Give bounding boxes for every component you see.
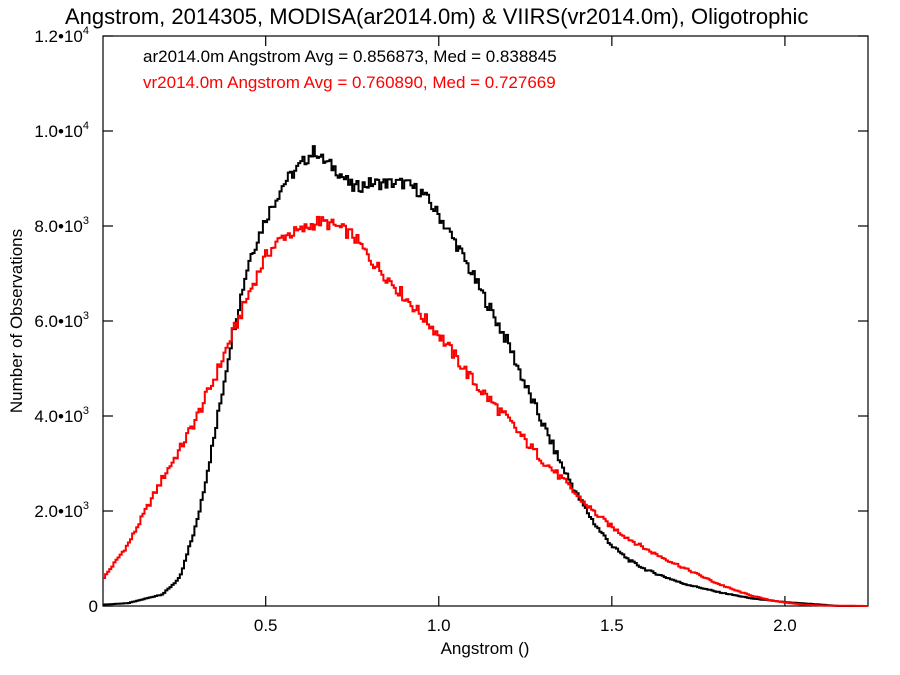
series-line-vr2014.0m [103, 215, 868, 607]
y-tick-label: 6.0•103 [34, 310, 89, 331]
plot-frame [102, 35, 869, 607]
y-tick-mantissa: 4.0•10 [34, 407, 83, 426]
y-axis-label: Number of Observations [7, 229, 26, 413]
y-tick-label: 2.0•103 [34, 500, 89, 521]
y-tick-exponent: 3 [83, 405, 89, 417]
y-tick-label: 4.0•103 [34, 405, 89, 426]
x-tick-label: 1.5 [600, 616, 624, 635]
y-tick-label: 1.2•104 [34, 25, 89, 46]
y-tick-exponent: 3 [83, 500, 89, 512]
x-axis-label: Angstrom () [441, 639, 530, 658]
y-tick-mantissa: 0 [89, 597, 98, 616]
y-tick-mantissa: 2.0•10 [34, 502, 83, 521]
y-tick-label: 0 [89, 597, 98, 616]
x-tick-label: 0.5 [254, 616, 278, 635]
y-tick-mantissa: 1.2•10 [34, 27, 83, 46]
y-tick-label: 1.0•104 [34, 120, 89, 141]
y-tick-label: 8.0•103 [34, 215, 89, 236]
x-tick-label: 2.0 [773, 616, 797, 635]
y-tick-mantissa: 1.0•10 [34, 122, 83, 141]
legend-entry-vr2014.0m: vr2014.0m Angstrom Avg = 0.760890, Med =… [143, 73, 556, 92]
y-tick-exponent: 3 [83, 215, 89, 227]
y-tick-mantissa: 6.0•10 [34, 312, 83, 331]
axis-ticks: 0.5 1.0 1.5 2.002.0•1034.0•1036.0•1038.0•10… [34, 25, 868, 635]
y-tick-exponent: 4 [83, 120, 89, 132]
y-tick-mantissa: 8.0•10 [34, 217, 83, 236]
series-lines [103, 145, 868, 607]
legend-entry-ar2014.0m: ar2014.0m Angstrom Avg = 0.856873, Med =… [143, 47, 557, 66]
series-line-ar2014.0m [103, 145, 868, 607]
x-tick-label: 1.0 [427, 616, 451, 635]
chart-title: Angstrom, 2014305, MODISA(ar2014.0m) & V… [65, 4, 808, 29]
y-tick-exponent: 3 [83, 310, 89, 322]
legend: ar2014.0m Angstrom Avg = 0.856873, Med =… [143, 47, 557, 92]
y-tick-exponent: 4 [83, 25, 89, 37]
